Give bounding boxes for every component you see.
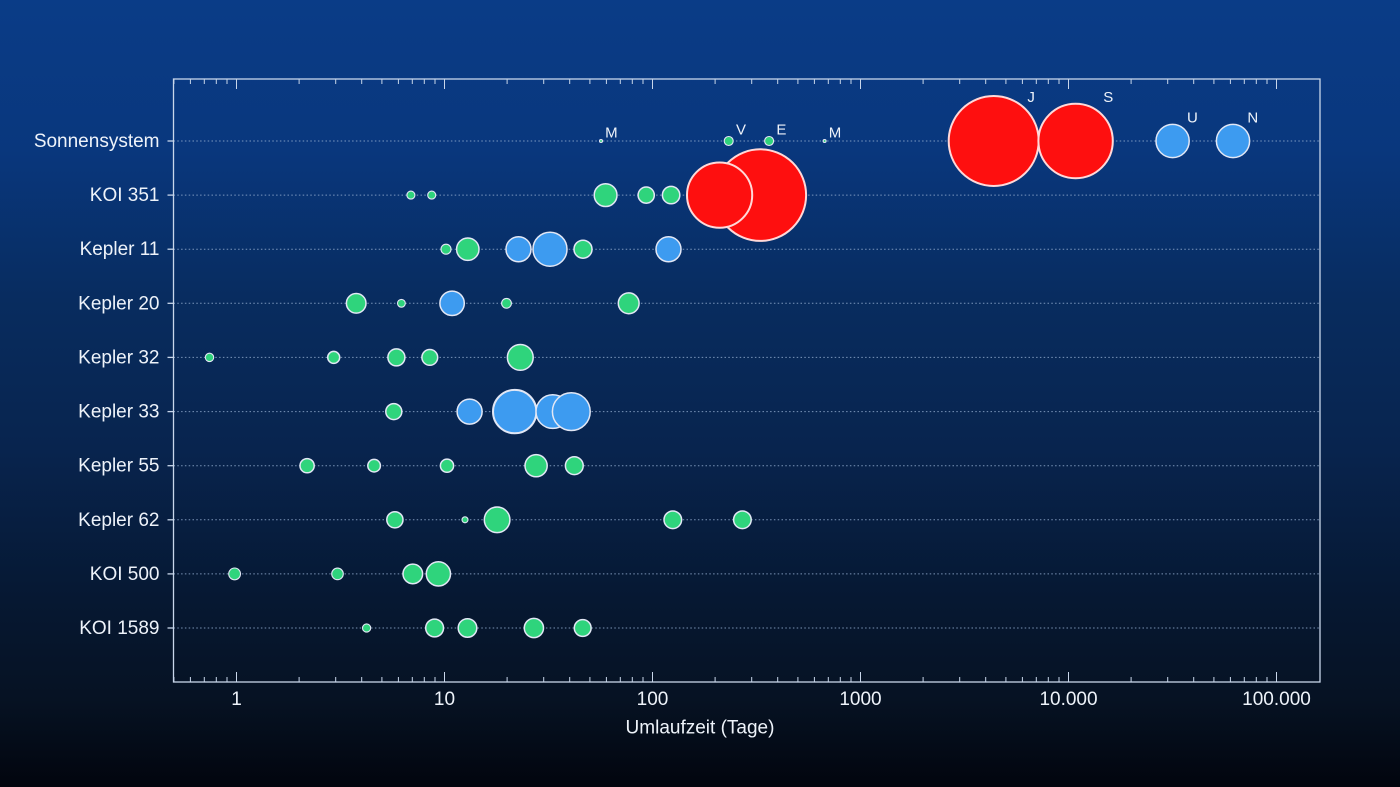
svg-text:100: 100 [637,689,669,710]
svg-text:1000: 1000 [839,689,881,710]
svg-text:Kepler 55: Kepler 55 [78,456,159,477]
svg-text:Kepler 20: Kepler 20 [78,293,159,314]
svg-text:Kepler 62: Kepler 62 [78,510,159,531]
svg-text:N: N [1247,109,1258,126]
svg-text:1: 1 [231,689,242,710]
svg-text:Kepler 33: Kepler 33 [78,402,159,423]
svg-text:M: M [605,125,618,142]
svg-text:V: V [736,122,746,139]
svg-text:KOI 351: KOI 351 [90,185,160,206]
svg-text:KOI 500: KOI 500 [90,564,160,585]
svg-text:KOI 1589: KOI 1589 [79,618,159,639]
svg-text:100.000: 100.000 [1242,689,1311,710]
svg-text:S: S [1103,89,1113,106]
svg-text:E: E [776,122,786,139]
svg-text:J: J [1027,89,1035,106]
svg-text:M: M [829,125,842,142]
svg-text:Kepler 32: Kepler 32 [78,347,159,368]
svg-text:Umlaufzeit (Tage): Umlaufzeit (Tage) [626,718,775,739]
svg-text:Sonnensystem: Sonnensystem [34,131,160,152]
svg-text:Kepler 11: Kepler 11 [80,239,160,260]
svg-text:10: 10 [434,689,455,710]
svg-text:10.000: 10.000 [1039,689,1097,710]
svg-text:U: U [1187,109,1198,126]
